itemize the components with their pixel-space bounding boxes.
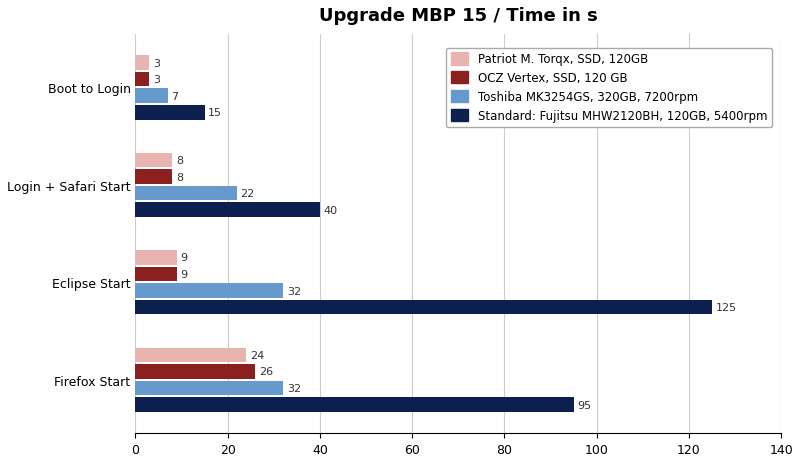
Bar — [135, 89, 168, 104]
Text: 22: 22 — [241, 189, 255, 199]
Bar — [135, 300, 712, 315]
Bar — [135, 397, 574, 412]
Bar — [135, 153, 172, 168]
Legend: Patriot M. Torqx, SSD, 120GB, OCZ Vertex, SSD, 120 GB, Toshiba MK3254GS, 320GB, : Patriot M. Torqx, SSD, 120GB, OCZ Vertex… — [446, 49, 772, 128]
Text: 7: 7 — [171, 92, 178, 101]
Text: 8: 8 — [176, 172, 183, 182]
Text: 3: 3 — [153, 58, 160, 69]
Text: 9: 9 — [181, 269, 188, 279]
Text: 125: 125 — [716, 302, 737, 313]
Text: 3: 3 — [153, 75, 160, 85]
Text: 95: 95 — [578, 400, 591, 410]
Bar — [135, 381, 283, 395]
Bar — [135, 73, 150, 87]
Bar — [135, 56, 150, 71]
Bar — [135, 187, 237, 201]
Text: 32: 32 — [286, 383, 301, 393]
Text: 24: 24 — [250, 350, 264, 360]
Bar — [135, 250, 177, 265]
Text: 40: 40 — [324, 205, 338, 215]
Bar — [135, 203, 320, 218]
Text: 15: 15 — [208, 108, 222, 118]
Text: 8: 8 — [176, 156, 183, 166]
Text: 9: 9 — [181, 253, 188, 263]
Bar — [135, 267, 177, 282]
Bar — [135, 170, 172, 184]
Bar — [135, 106, 205, 120]
Bar — [135, 364, 255, 379]
Text: 32: 32 — [286, 286, 301, 296]
Text: 26: 26 — [259, 367, 273, 376]
Title: Upgrade MBP 15 / Time in s: Upgrade MBP 15 / Time in s — [319, 7, 598, 25]
Bar — [135, 284, 283, 298]
Bar — [135, 348, 246, 363]
